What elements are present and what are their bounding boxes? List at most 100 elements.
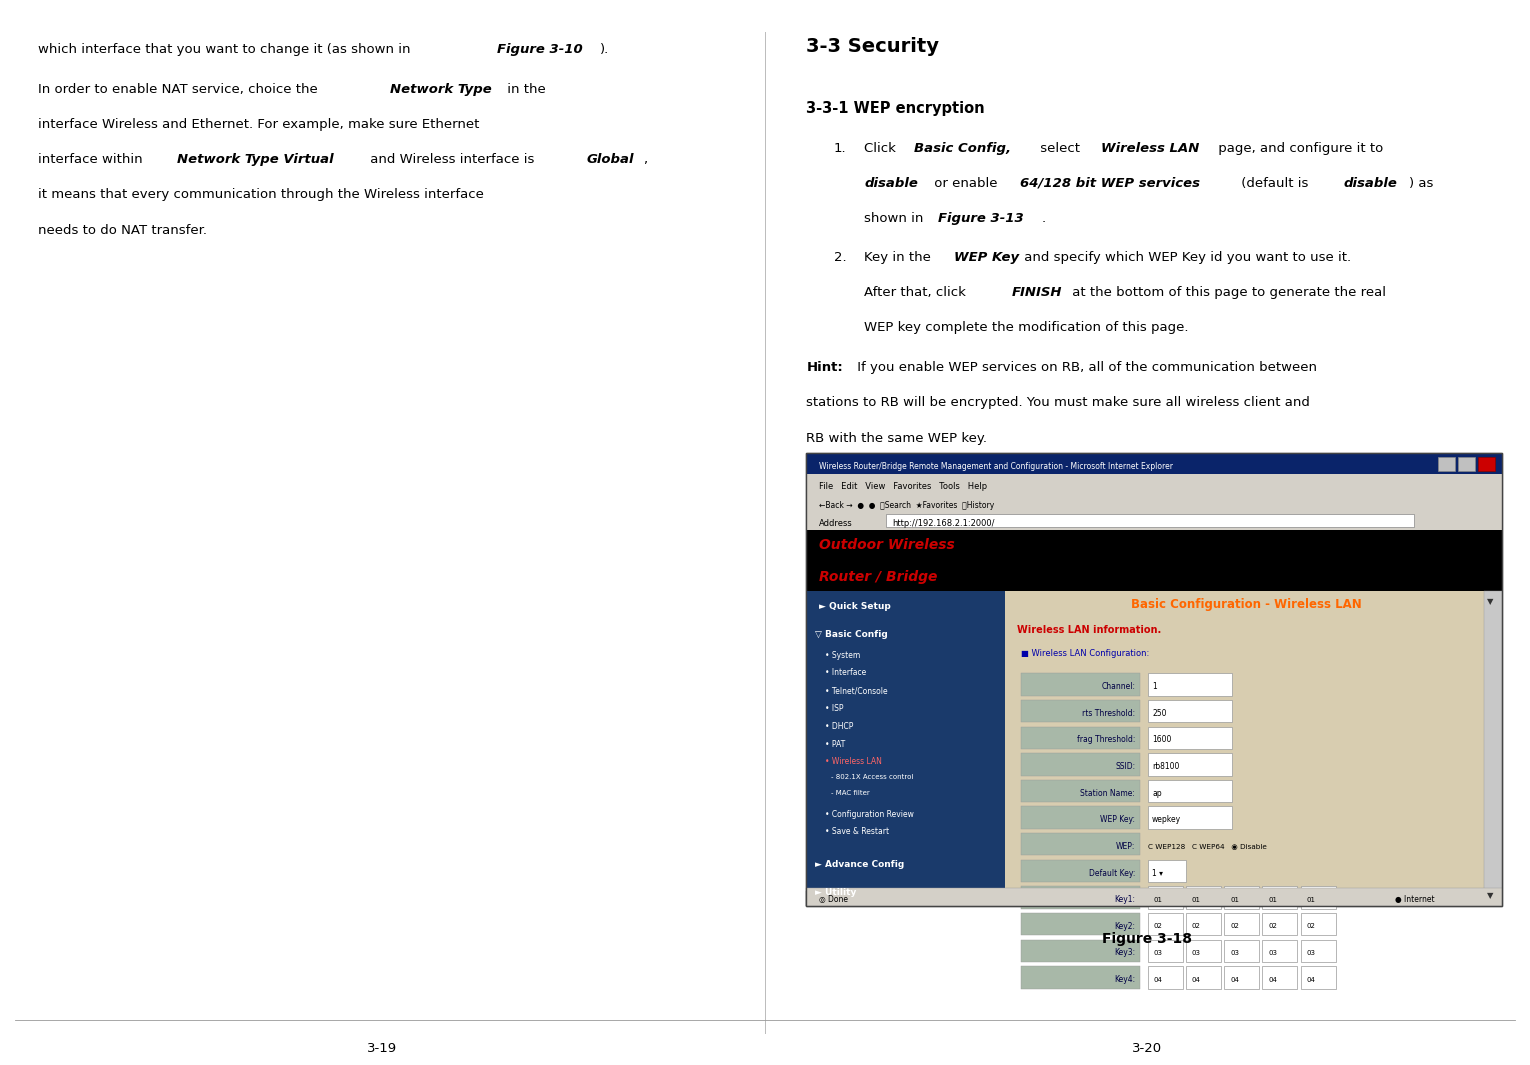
FancyBboxPatch shape [806, 453, 1502, 905]
Text: SSID:: SSID: [1115, 763, 1135, 771]
FancyBboxPatch shape [1262, 913, 1297, 935]
FancyBboxPatch shape [1224, 966, 1259, 988]
Text: WEP:: WEP: [1115, 842, 1135, 851]
FancyBboxPatch shape [1021, 833, 1140, 855]
FancyBboxPatch shape [1148, 913, 1183, 935]
FancyBboxPatch shape [1300, 939, 1336, 962]
Text: 04: 04 [1307, 977, 1316, 983]
FancyBboxPatch shape [806, 890, 825, 905]
Text: 04: 04 [1154, 977, 1163, 983]
Text: 1.: 1. [834, 142, 846, 154]
Text: 01: 01 [1192, 897, 1201, 903]
Text: Figure 3-13: Figure 3-13 [938, 212, 1024, 225]
FancyBboxPatch shape [1478, 457, 1495, 471]
FancyBboxPatch shape [1021, 780, 1140, 802]
Text: ► Quick Setup: ► Quick Setup [819, 602, 890, 611]
Text: select: select [1036, 142, 1085, 154]
Text: In order to enable NAT service, choice the: In order to enable NAT service, choice t… [38, 83, 323, 96]
Text: • ISP: • ISP [825, 704, 843, 712]
FancyBboxPatch shape [1438, 457, 1455, 471]
Text: rts Threshold:: rts Threshold: [1082, 709, 1135, 718]
FancyBboxPatch shape [806, 890, 1484, 905]
Text: 03: 03 [1230, 950, 1239, 956]
Text: 3-3-1 WEP encryption: 3-3-1 WEP encryption [806, 101, 985, 116]
FancyBboxPatch shape [1300, 886, 1336, 908]
Text: Key1:: Key1: [1114, 896, 1135, 904]
Text: ► Advance Config: ► Advance Config [815, 859, 904, 869]
Text: WEP key complete the modification of this page.: WEP key complete the modification of thi… [864, 321, 1189, 334]
FancyBboxPatch shape [1148, 859, 1186, 882]
FancyBboxPatch shape [1186, 966, 1221, 988]
Text: Network Type: Network Type [390, 83, 493, 96]
FancyBboxPatch shape [1458, 457, 1475, 471]
Text: ) as: ) as [1409, 177, 1434, 190]
Text: ◎ Done: ◎ Done [819, 895, 848, 903]
Text: Wireless LAN: Wireless LAN [1102, 142, 1200, 154]
Text: 02: 02 [1230, 923, 1239, 930]
FancyBboxPatch shape [1262, 886, 1297, 908]
FancyBboxPatch shape [1148, 673, 1232, 695]
Text: Basic Config,: Basic Config, [913, 142, 1010, 154]
Text: ● Internet: ● Internet [1395, 895, 1435, 903]
Text: wepkey: wepkey [1152, 816, 1181, 824]
Text: ■ Wireless LAN Configuration:: ■ Wireless LAN Configuration: [1021, 649, 1149, 658]
FancyBboxPatch shape [1224, 913, 1259, 935]
Text: WEP Key: WEP Key [955, 250, 1019, 264]
Text: File   Edit   View   Favorites   Tools   Help: File Edit View Favorites Tools Help [819, 482, 987, 491]
Text: - MAC filter: - MAC filter [831, 790, 869, 796]
Text: ▼: ▼ [1487, 891, 1493, 900]
Text: - 802.1X Access control: - 802.1X Access control [831, 774, 913, 780]
Text: Key2:: Key2: [1114, 922, 1135, 931]
Text: and specify which WEP Key id you want to use it.: and specify which WEP Key id you want to… [1021, 250, 1351, 264]
FancyBboxPatch shape [1262, 966, 1297, 988]
FancyBboxPatch shape [806, 474, 1502, 492]
Text: rb8100: rb8100 [1152, 763, 1180, 771]
Text: 03: 03 [1192, 950, 1201, 956]
Text: RB with the same WEP key.: RB with the same WEP key. [806, 431, 987, 444]
FancyBboxPatch shape [1021, 806, 1140, 829]
Text: in the: in the [503, 83, 546, 96]
Text: page, and configure it to: page, and configure it to [1215, 142, 1383, 154]
Text: 03: 03 [1268, 950, 1278, 956]
FancyBboxPatch shape [1262, 939, 1297, 962]
FancyBboxPatch shape [806, 453, 1502, 474]
Text: 01: 01 [1307, 897, 1316, 903]
FancyBboxPatch shape [1148, 780, 1232, 802]
Text: disable: disable [864, 177, 918, 190]
Text: interface within: interface within [38, 153, 147, 166]
Text: Station Name:: Station Name: [1080, 789, 1135, 798]
Text: it means that every communication through the Wireless interface: it means that every communication throug… [38, 189, 483, 201]
Text: (default is: (default is [1236, 177, 1313, 190]
Text: 04: 04 [1192, 977, 1201, 983]
FancyBboxPatch shape [1148, 700, 1232, 722]
FancyBboxPatch shape [1300, 966, 1336, 988]
Text: ,: , [643, 153, 647, 166]
Text: • Wireless LAN: • Wireless LAN [825, 757, 881, 767]
Text: • Configuration Review: • Configuration Review [825, 810, 913, 819]
Text: needs to do NAT transfer.: needs to do NAT transfer. [38, 224, 207, 236]
Text: 1 ▾: 1 ▾ [1152, 869, 1163, 878]
Text: • DHCP: • DHCP [825, 722, 854, 731]
Text: 03: 03 [1307, 950, 1316, 956]
Text: If you enable WEP services on RB, all of the communication between: If you enable WEP services on RB, all of… [854, 361, 1317, 374]
Text: Hint:: Hint: [806, 361, 843, 374]
Text: Basic Configuration - Wireless LAN: Basic Configuration - Wireless LAN [1131, 597, 1362, 610]
FancyBboxPatch shape [1148, 886, 1183, 908]
Text: After that, click: After that, click [864, 285, 970, 299]
Text: 2.: 2. [834, 250, 846, 264]
Text: 1: 1 [1152, 683, 1157, 691]
Text: • Interface: • Interface [825, 669, 866, 677]
FancyBboxPatch shape [1021, 700, 1140, 722]
Text: 01: 01 [1268, 897, 1278, 903]
Text: 03: 03 [1154, 950, 1163, 956]
FancyBboxPatch shape [1300, 913, 1336, 935]
Text: shown in: shown in [864, 212, 929, 225]
FancyBboxPatch shape [1148, 966, 1183, 988]
FancyBboxPatch shape [1148, 806, 1232, 829]
FancyBboxPatch shape [1005, 591, 1502, 905]
Text: Key4:: Key4: [1114, 976, 1135, 984]
FancyBboxPatch shape [1186, 939, 1221, 962]
Text: http://192.168.2.1:2000/: http://192.168.2.1:2000/ [892, 520, 994, 528]
FancyBboxPatch shape [1021, 859, 1140, 882]
Text: 02: 02 [1154, 923, 1163, 930]
